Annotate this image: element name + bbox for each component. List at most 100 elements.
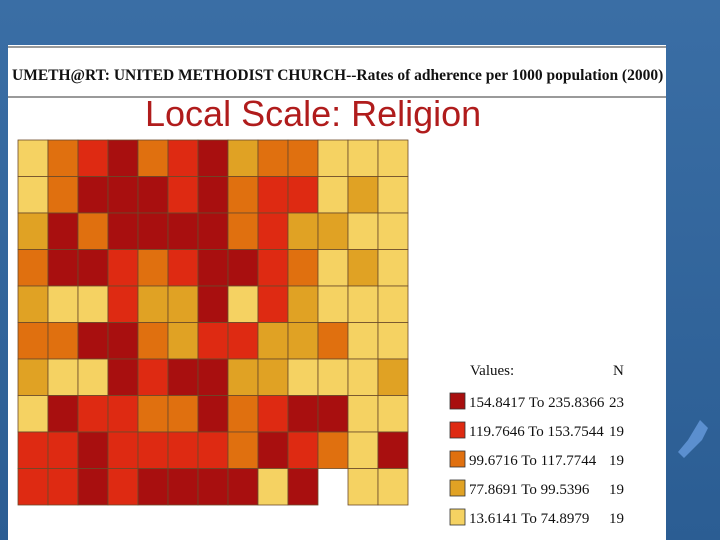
- slide-title: Local Scale: Religion: [145, 93, 481, 134]
- county: [347, 358, 379, 396]
- county: [347, 431, 379, 469]
- county: [287, 212, 319, 250]
- county: [257, 285, 289, 323]
- county: [377, 139, 409, 177]
- county: [377, 249, 409, 287]
- county: [197, 395, 229, 433]
- county: [257, 249, 289, 287]
- county: [137, 139, 169, 177]
- county: [227, 431, 259, 469]
- county: [47, 139, 79, 177]
- county: [257, 322, 289, 360]
- county: [167, 468, 199, 506]
- county: [17, 322, 49, 360]
- county: [377, 431, 409, 469]
- county: [347, 139, 379, 177]
- county: [167, 176, 199, 214]
- county: [287, 285, 319, 323]
- county: [77, 322, 109, 360]
- county: [347, 468, 379, 506]
- legend-swatch: [449, 421, 466, 439]
- legend-count: 19: [609, 482, 624, 498]
- county: [107, 249, 139, 287]
- county: [17, 431, 49, 469]
- county: [347, 212, 379, 250]
- county: [287, 468, 319, 506]
- county: [77, 139, 109, 177]
- legend-range: 99.6716 To 117.7744: [469, 453, 597, 469]
- county: [167, 322, 199, 360]
- county: [107, 285, 139, 323]
- county: [197, 212, 229, 250]
- county: [47, 249, 79, 287]
- county: [47, 176, 79, 214]
- county: [347, 395, 379, 433]
- county: [257, 139, 289, 177]
- county: [107, 358, 139, 396]
- legend-swatch: [449, 508, 466, 526]
- county: [17, 139, 49, 177]
- county: [377, 176, 409, 214]
- legend-count: 23: [609, 395, 624, 411]
- county: [47, 285, 79, 323]
- county: [287, 322, 319, 360]
- county: [137, 395, 169, 433]
- county: [167, 139, 199, 177]
- county: [257, 468, 289, 506]
- county: [77, 358, 109, 396]
- legend-range: 13.6141 To 74.8979: [469, 511, 589, 527]
- legend: Values: N 154.8417 To 235.8366 23 119.7646…: [449, 363, 624, 527]
- county: [197, 468, 229, 506]
- county: [197, 176, 229, 214]
- county: [47, 395, 79, 433]
- legend-count: 19: [609, 453, 624, 469]
- county: [197, 431, 229, 469]
- county: [17, 468, 49, 506]
- county: [107, 395, 139, 433]
- county: [17, 212, 49, 250]
- legend-heading: Values:: [470, 363, 514, 379]
- county: [47, 468, 79, 506]
- county: [287, 176, 319, 214]
- county: [227, 249, 259, 287]
- county: [227, 176, 259, 214]
- county: [227, 322, 259, 360]
- county: [107, 322, 139, 360]
- county: [17, 249, 49, 287]
- county: [17, 358, 49, 396]
- county: [107, 212, 139, 250]
- county: [77, 285, 109, 323]
- county: [137, 249, 169, 287]
- county: [197, 249, 229, 287]
- county: [107, 468, 139, 506]
- county: [227, 468, 259, 506]
- county: [167, 212, 199, 250]
- county: [47, 358, 79, 396]
- county: [77, 395, 109, 433]
- county: [137, 322, 169, 360]
- legend-count-heading: N: [613, 363, 624, 379]
- county: [287, 139, 319, 177]
- legend-swatch: [449, 450, 466, 468]
- iowa-map: [17, 139, 409, 506]
- county: [257, 212, 289, 250]
- county: [287, 358, 319, 396]
- county: [167, 249, 199, 287]
- county: [257, 176, 289, 214]
- legend-swatch: [449, 479, 466, 497]
- county: [137, 212, 169, 250]
- county: [167, 431, 199, 469]
- legend-count: 19: [609, 424, 624, 440]
- legend-swatch: [449, 392, 466, 410]
- county: [17, 176, 49, 214]
- county: [317, 212, 349, 250]
- county: [317, 285, 349, 323]
- county: [107, 139, 139, 177]
- county: [137, 176, 169, 214]
- county: [77, 468, 109, 506]
- decoration: [678, 420, 708, 458]
- county: [317, 139, 349, 177]
- county: [227, 139, 259, 177]
- county: [47, 322, 79, 360]
- county: [347, 285, 379, 323]
